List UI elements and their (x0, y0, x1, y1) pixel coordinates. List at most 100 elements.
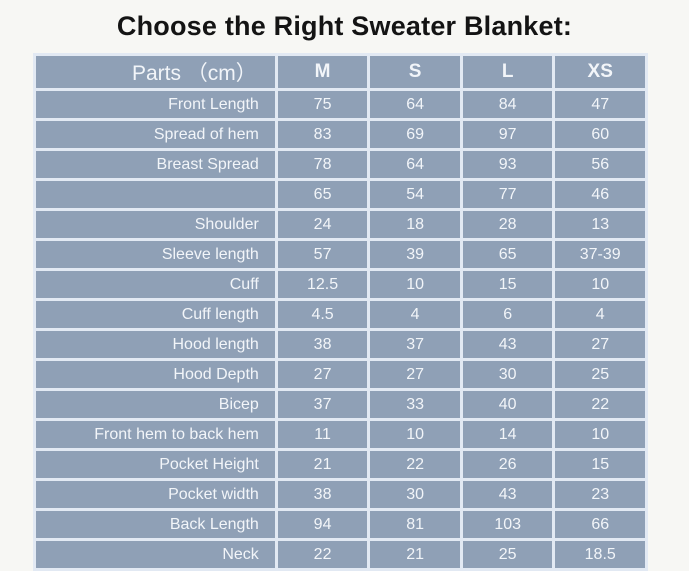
row-value: 40 (462, 391, 553, 418)
row-value: 83 (277, 121, 368, 148)
row-label: Cuff length (36, 301, 275, 328)
row-value: 66 (555, 511, 645, 538)
row-value: 77 (462, 181, 553, 208)
row-label: Back Length (36, 511, 275, 538)
row-value: 15 (462, 271, 553, 298)
row-value: 78 (277, 151, 368, 178)
size-chart-table: Parts （cm） M S L XS Front Length 75 64 84 47… (33, 53, 648, 571)
row-value: 4 (370, 301, 460, 328)
row-value: 21 (277, 451, 368, 478)
table-row: Cuff length 4.5 4 6 4 (36, 301, 645, 328)
row-value: 25 (462, 541, 553, 568)
row-value: 10 (555, 271, 645, 298)
row-label: Sleeve length (36, 241, 275, 268)
table-row: Spread of hem 83 69 97 60 (36, 121, 645, 148)
page-title: Choose the Right Sweater Blanket: (116, 11, 573, 41)
row-label: Front Length (36, 91, 275, 118)
row-value: 60 (555, 121, 645, 148)
row-value: 38 (277, 331, 368, 358)
row-value: 46 (555, 181, 645, 208)
table-row: Bicep 37 33 40 22 (36, 391, 645, 418)
row-value: 37 (370, 331, 460, 358)
row-value: 4 (555, 301, 645, 328)
row-value: 84 (462, 91, 553, 118)
row-value: 27 (555, 331, 645, 358)
row-value: 37 (277, 391, 368, 418)
table-row: Front Length 75 64 84 47 (36, 91, 645, 118)
row-value: 43 (462, 481, 553, 508)
row-value: 39 (370, 241, 460, 268)
row-label: Breast Spread (36, 151, 275, 178)
row-value: 30 (462, 361, 553, 388)
row-label: Spread of hem (36, 121, 275, 148)
row-value: 43 (462, 331, 553, 358)
row-label: Cuff (36, 271, 275, 298)
table-row: Pocket width 38 30 43 23 (36, 481, 645, 508)
row-label: Pocket width (36, 481, 275, 508)
row-value: 13 (555, 211, 645, 238)
row-value: 64 (370, 91, 460, 118)
table-row: Hood length 38 37 43 27 (36, 331, 645, 358)
table-row: Sleeve length 57 39 65 37-39 (36, 241, 645, 268)
column-header-xs: XS (555, 56, 645, 88)
row-value: 57 (277, 241, 368, 268)
table-row: Cuff 12.5 10 15 10 (36, 271, 645, 298)
row-label: Hood Depth (36, 361, 275, 388)
row-value: 47 (555, 91, 645, 118)
column-header-l: L (462, 56, 553, 88)
row-value: 18 (370, 211, 460, 238)
row-value: 54 (370, 181, 460, 208)
row-label: Pocket Height (36, 451, 275, 478)
row-value: 23 (555, 481, 645, 508)
row-value: 14 (462, 421, 553, 448)
row-value: 37-39 (555, 241, 645, 268)
row-value: 24 (277, 211, 368, 238)
row-value: 10 (370, 271, 460, 298)
table-row: Front hem to back hem 11 10 14 10 (36, 421, 645, 448)
column-header-s: S (370, 56, 460, 88)
row-value: 65 (462, 241, 553, 268)
row-label: Hood length (36, 331, 275, 358)
row-value: 10 (370, 421, 460, 448)
row-value: 6 (462, 301, 553, 328)
row-value: 28 (462, 211, 553, 238)
column-header-m: M (277, 56, 368, 88)
row-value: 26 (462, 451, 553, 478)
row-value: 11 (277, 421, 368, 448)
row-value: 64 (370, 151, 460, 178)
header-row: Parts （cm） M S L XS (36, 56, 645, 88)
row-value: 69 (370, 121, 460, 148)
row-label: Shoulder (36, 211, 275, 238)
table-row: Hood Depth 27 27 30 25 (36, 361, 645, 388)
row-value: 10 (555, 421, 645, 448)
row-label: Neck (36, 541, 275, 568)
row-value: 94 (277, 511, 368, 538)
row-value: 21 (370, 541, 460, 568)
row-value: 56 (555, 151, 645, 178)
row-value: 22 (370, 451, 460, 478)
table-row: Neck 22 21 25 18.5 (36, 541, 645, 568)
column-header-parts: Parts （cm） (36, 56, 275, 88)
row-value: 81 (370, 511, 460, 538)
row-value: 65 (277, 181, 368, 208)
row-value: 25 (555, 361, 645, 388)
row-value: 30 (370, 481, 460, 508)
row-value: 38 (277, 481, 368, 508)
row-value: 22 (555, 391, 645, 418)
row-value: 75 (277, 91, 368, 118)
row-value: 18.5 (555, 541, 645, 568)
table-row: Breast Spread 78 64 93 56 (36, 151, 645, 178)
row-value: 15 (555, 451, 645, 478)
table-row: Back Length 94 81 103 66 (36, 511, 645, 538)
row-value: 97 (462, 121, 553, 148)
table-row: Pocket Height 21 22 26 15 (36, 451, 645, 478)
row-value: 22 (277, 541, 368, 568)
row-value: 103 (462, 511, 553, 538)
size-table-body: Front Length 75 64 84 47 Spread of hem 83 69 97 6… (36, 91, 645, 568)
row-value: 93 (462, 151, 553, 178)
table-row: Shoulder 24 18 28 13 (36, 211, 645, 238)
row-value: 27 (370, 361, 460, 388)
row-label: Front hem to back hem (36, 421, 275, 448)
row-value: 4.5 (277, 301, 368, 328)
